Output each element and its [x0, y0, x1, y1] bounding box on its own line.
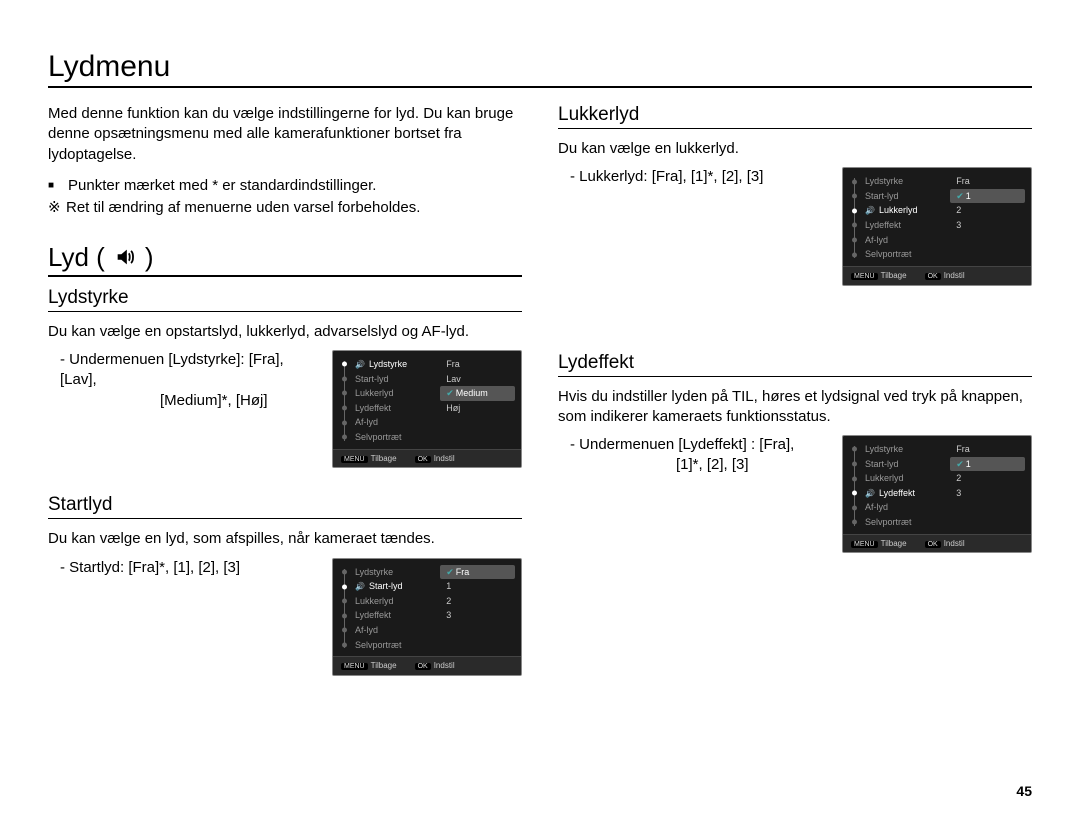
menu-left-item: Lydstyrke: [849, 174, 946, 189]
menu-left-item: Af-lyd: [339, 415, 436, 430]
menu-right-item: Høj: [440, 401, 515, 416]
footer-set: OKIndstil: [925, 538, 965, 550]
menu-left-item: 🔊Start-lyd: [339, 579, 436, 594]
menu-right-item: Fra: [950, 442, 1025, 457]
menu-right-item: ✔1: [950, 457, 1025, 472]
menu-right-item: 2: [950, 203, 1025, 218]
lydeffekt-screenshot: LydstyrkeStart-lydLukkerlyd🔊LydeffektAf-…: [842, 435, 1032, 553]
menu-right-item: Fra: [440, 357, 515, 372]
lydeffekt-sub: - Undermenuen [Lydeffekt] : [Fra], [1]*,…: [558, 435, 826, 476]
menu-right-item: 2: [950, 471, 1025, 486]
lukkerlyd-sub: - Lukkerlyd: [Fra], [1]*, [2], [3]: [558, 167, 826, 187]
menu-left-item: Lukkerlyd: [849, 471, 946, 486]
menu-left-item: 🔊Lydstyrke: [339, 357, 436, 372]
menu-left-item: Start-lyd: [849, 457, 946, 472]
notes-list: Punkter mærket med * er standardindstill…: [48, 175, 522, 220]
menu-left-item: 🔊Lydeffekt: [849, 486, 946, 501]
note-change: Ret til ændring af menuerne uden varsel …: [48, 197, 522, 220]
menu-left-item: Lydeffekt: [339, 401, 436, 416]
footer-set: OKIndstil: [925, 270, 965, 282]
menu-left-item: Lydstyrke: [849, 442, 946, 457]
menu-left-item: Af-lyd: [849, 233, 946, 248]
menu-left-item: 🔊Lukkerlyd: [849, 203, 946, 218]
startlyd-title: Startlyd: [48, 494, 522, 519]
menu-left-item: Lukkerlyd: [339, 594, 436, 609]
menu-right-item: 2: [440, 594, 515, 609]
menu-right-item: 3: [950, 486, 1025, 501]
menu-left-item: Start-lyd: [849, 189, 946, 204]
menu-left-item: Lukkerlyd: [339, 386, 436, 401]
menu-left-item: Selvportræt: [849, 515, 946, 530]
footer-back: MENUTilbage: [341, 660, 397, 672]
startlyd-desc: Du kan vælge en lyd, som afspilles, når …: [48, 529, 522, 549]
footer-set: OKIndstil: [415, 453, 455, 465]
page-number: 45: [1016, 783, 1032, 799]
right-column: Lukkerlyd Du kan vælge en lukkerlyd. - L…: [558, 104, 1032, 702]
note-standard: Punkter mærket med * er standardindstill…: [48, 175, 522, 198]
menu-left-item: Selvportræt: [849, 247, 946, 262]
lydeffekt-desc: Hvis du indstiller lyden på TIL, høres e…: [558, 387, 1032, 428]
footer-set: OKIndstil: [415, 660, 455, 672]
menu-left-item: Lydeffekt: [339, 608, 436, 623]
lukkerlyd-screenshot: LydstyrkeStart-lyd🔊LukkerlydLydeffektAf-…: [842, 167, 1032, 285]
menu-right-item: 3: [440, 608, 515, 623]
lydstyrke-sub-line2: [Medium]*, [Høj]: [48, 391, 316, 411]
lydstyrke-sub-line1: - Undermenuen [Lydstyrke]: [Fra], [Lav],: [48, 350, 316, 391]
menu-left-item: Start-lyd: [339, 372, 436, 387]
menu-left-item: Af-lyd: [339, 623, 436, 638]
lydstyrke-sub: - Undermenuen [Lydstyrke]: [Fra], [Lav],…: [48, 350, 316, 411]
lydstyrke-title: Lydstyrke: [48, 287, 522, 312]
footer-back: MENUTilbage: [341, 453, 397, 465]
intro-text: Med denne funktion kan du vælge indstill…: [48, 104, 522, 165]
lydstyrke-screenshot: 🔊LydstyrkeStart-lydLukkerlydLydeffektAf-…: [332, 350, 522, 468]
menu-right-item: ✔1: [950, 189, 1025, 204]
lyd-section-title: Lyd ( ): [48, 242, 522, 277]
menu-left-item: Selvportræt: [339, 638, 436, 653]
lydeffekt-sub-line1: - Undermenuen [Lydeffekt] : [Fra],: [558, 435, 826, 455]
lyd-title-text: Lyd (: [48, 242, 105, 273]
lukkerlyd-title: Lukkerlyd: [558, 104, 1032, 129]
lyd-title-close: ): [145, 242, 154, 273]
footer-back: MENUTilbage: [851, 270, 907, 282]
menu-left-item: Af-lyd: [849, 500, 946, 515]
lukkerlyd-desc: Du kan vælge en lukkerlyd.: [558, 139, 1032, 159]
lydeffekt-sub-line2: [1]*, [2], [3]: [558, 455, 826, 475]
menu-right-item: Lav: [440, 372, 515, 387]
footer-back: MENUTilbage: [851, 538, 907, 550]
menu-right-item: ✔Medium: [440, 386, 515, 401]
menu-right-item: ✔Fra: [440, 565, 515, 580]
menu-left-item: Lydstyrke: [339, 565, 436, 580]
menu-right-item: Fra: [950, 174, 1025, 189]
lydstyrke-desc: Du kan vælge en opstartslyd, lukkerlyd, …: [48, 322, 522, 342]
startlyd-sub: - Startlyd: [Fra]*, [1], [2], [3]: [48, 558, 316, 578]
menu-left-item: Selvportræt: [339, 430, 436, 445]
startlyd-screenshot: Lydstyrke🔊Start-lydLukkerlydLydeffektAf-…: [332, 558, 522, 676]
page-title: Lydmenu: [48, 50, 1032, 88]
menu-right-item: 3: [950, 218, 1025, 233]
left-column: Med denne funktion kan du vælge indstill…: [48, 104, 522, 702]
sound-icon: [113, 245, 137, 269]
lydeffekt-title: Lydeffekt: [558, 352, 1032, 377]
menu-right-item: 1: [440, 579, 515, 594]
menu-left-item: Lydeffekt: [849, 218, 946, 233]
